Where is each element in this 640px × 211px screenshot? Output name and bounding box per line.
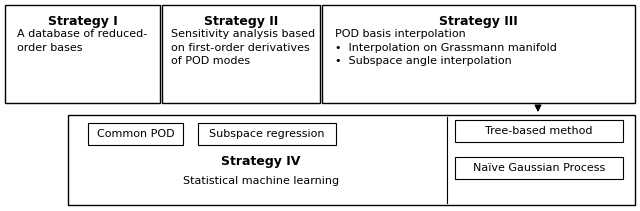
- Text: Naïve Gaussian Process: Naïve Gaussian Process: [473, 163, 605, 173]
- Text: Subspace regression: Subspace regression: [209, 129, 324, 139]
- Text: Sensitivity analysis based
on first-order derivatives
of POD modes: Sensitivity analysis based on first-orde…: [172, 29, 316, 66]
- Bar: [88, 123, 183, 145]
- Text: Strategy III: Strategy III: [439, 15, 518, 28]
- Text: Common POD: Common POD: [97, 129, 174, 139]
- Text: Strategy IV: Strategy IV: [221, 155, 300, 168]
- Bar: [68, 115, 635, 205]
- Text: A database of reduced-
order bases: A database of reduced- order bases: [17, 29, 148, 53]
- Text: Statistical machine learning: Statistical machine learning: [182, 176, 339, 186]
- Bar: [322, 5, 635, 103]
- Bar: [198, 123, 336, 145]
- Bar: [5, 5, 160, 103]
- Bar: [162, 5, 320, 103]
- Bar: [455, 157, 623, 179]
- Text: Strategy I: Strategy I: [47, 15, 117, 28]
- Text: Strategy II: Strategy II: [204, 15, 278, 28]
- Bar: [455, 120, 623, 142]
- Text: Tree-based method: Tree-based method: [485, 126, 593, 136]
- Text: POD basis interpolation
•  Interpolation on Grassmann manifold
•  Subspace angle: POD basis interpolation • Interpolation …: [335, 29, 556, 66]
